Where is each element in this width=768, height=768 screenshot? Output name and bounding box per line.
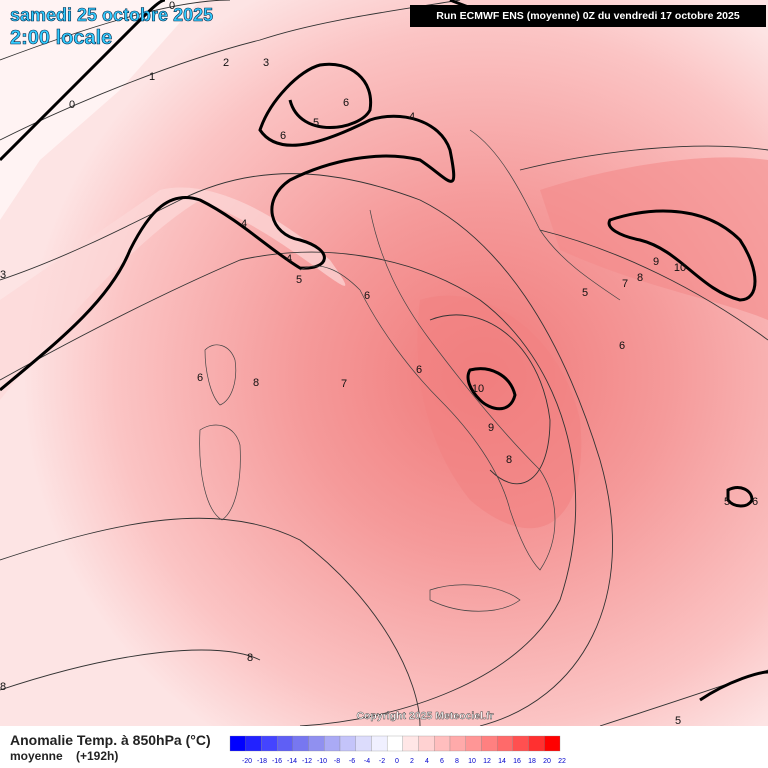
legend-lead: (+192h) — [76, 749, 118, 763]
contour-label: 6 — [343, 97, 349, 109]
contour-label: 8 — [637, 272, 643, 284]
color-swatch — [465, 735, 482, 752]
contour-label: 6 — [619, 340, 625, 352]
contour-label: 7 — [341, 378, 347, 390]
copyright: Copyright 2025 Meteociel.fr — [356, 710, 493, 722]
legend-subtitle: moyenne — [10, 749, 63, 763]
color-swatch — [339, 735, 356, 752]
scale-label: 22 — [558, 758, 566, 765]
color-swatch — [402, 735, 419, 752]
scale-label: 6 — [440, 758, 444, 765]
contour-label: 8 — [506, 454, 512, 466]
scale-label: -14 — [287, 758, 297, 765]
contour-label: 5 — [724, 496, 730, 508]
color-swatch — [276, 735, 294, 752]
mild-zone — [0, 187, 346, 400]
scale-label: 18 — [528, 758, 536, 765]
color-swatch — [292, 735, 309, 752]
color-swatch — [512, 735, 529, 752]
color-swatch — [229, 735, 246, 752]
scale-label: -8 — [334, 758, 340, 765]
color-swatch — [496, 735, 514, 752]
scale-label: 4 — [425, 758, 429, 765]
scale-label: 2 — [410, 758, 414, 765]
contour-label: 4 — [409, 111, 415, 123]
scale-label: -10 — [317, 758, 327, 765]
coastlines — [199, 129, 621, 612]
scale-label: -16 — [272, 758, 282, 765]
scale-label: -12 — [302, 758, 312, 765]
scale-label: -2 — [379, 758, 385, 765]
date: samedi 25 octobre 2025 — [10, 5, 213, 25]
contour-label: 8 — [253, 377, 259, 389]
scale-label: 14 — [498, 758, 506, 765]
warm-zone-east — [540, 157, 768, 320]
contour-label: 8 — [0, 681, 6, 693]
color-scale: -20 -18 -16 -14 -12 -10 -8 -6 -4 -2 0 2 4 6 8 10 12 14 16 1… — [229, 735, 566, 765]
color-swatch — [418, 735, 435, 752]
contour-label: 8 — [247, 652, 253, 664]
color-swatch — [308, 735, 325, 752]
contour-label: 2 — [223, 57, 229, 69]
color-swatch — [544, 735, 561, 752]
contour-label: 5 — [582, 287, 588, 299]
scale-label: -4 — [364, 758, 370, 765]
scale-label: -20 — [242, 758, 252, 765]
thick-contours — [0, 0, 768, 702]
cool-zone — [0, 0, 200, 220]
color-swatch — [481, 735, 498, 752]
legend-title: Anomalie Temp. à 850hPa (°C) — [10, 732, 211, 748]
scale-label: 20 — [543, 758, 551, 765]
map-background — [0, 0, 768, 726]
color-swatch — [245, 735, 262, 752]
thin-contours — [0, 0, 768, 727]
color-swatch — [386, 735, 404, 752]
contour-label: 10 — [674, 262, 686, 274]
contour-label: 6 — [280, 130, 286, 142]
contour-label: 3 — [0, 269, 6, 281]
contour-label: 0 — [69, 99, 75, 111]
color-swatch — [371, 735, 388, 752]
contour-label: 4 — [286, 253, 292, 265]
contour-label: 5 — [296, 274, 302, 286]
scale-label: 10 — [468, 758, 476, 765]
contour-label: 6 — [364, 290, 370, 302]
color-swatch — [449, 735, 466, 752]
color-swatch — [355, 735, 372, 752]
contour-label: 6 — [416, 364, 422, 376]
contour-label: 1 — [149, 71, 155, 83]
time: 2:00 locale — [10, 27, 112, 49]
scale-label: 0 — [395, 758, 399, 765]
run-box — [410, 5, 766, 27]
scale-label: 12 — [483, 758, 491, 765]
contour-label: 5 — [313, 117, 319, 129]
scale-label: 8 — [455, 758, 459, 765]
contour-label: 10 — [472, 383, 484, 395]
color-swatch — [324, 735, 341, 752]
contour-label: 9 — [488, 422, 494, 434]
contour-label: 0 — [169, 0, 175, 12]
contour-label: 6 — [752, 496, 758, 508]
contour-label: 9 — [653, 256, 659, 268]
contour-label: 6 — [197, 372, 203, 384]
contour-label: 4 — [241, 218, 247, 230]
scale-label: -6 — [349, 758, 355, 765]
scale-label: -18 — [257, 758, 267, 765]
color-swatch — [434, 735, 451, 752]
color-swatch — [528, 735, 545, 752]
contour-label: 7 — [622, 278, 628, 290]
run-info: Run ECMWF ENS (moyenne) 0Z du vendredi 1… — [436, 10, 740, 22]
color-swatch — [261, 735, 278, 752]
contour-label: 5 — [675, 715, 681, 727]
scale-label: 16 — [513, 758, 521, 765]
contour-label: 3 — [263, 57, 269, 69]
